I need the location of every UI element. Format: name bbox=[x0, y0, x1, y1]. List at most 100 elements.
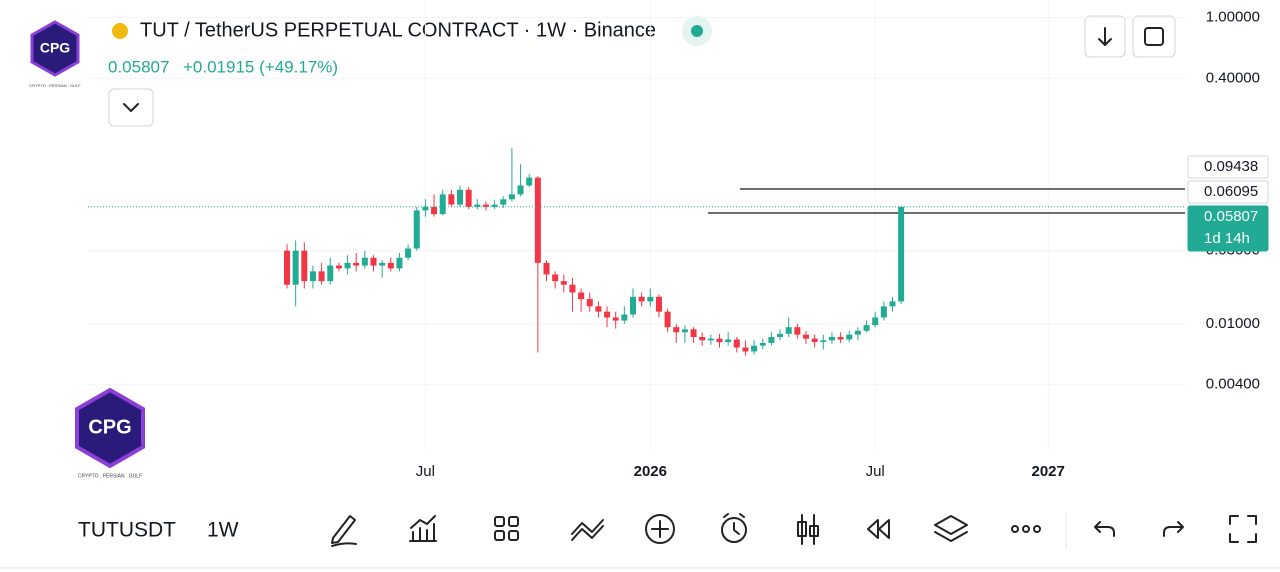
price: 0.05807 bbox=[108, 57, 169, 76]
candle-body bbox=[621, 314, 628, 321]
candle-body bbox=[448, 194, 455, 205]
price-label: 0.09438 bbox=[1204, 158, 1258, 175]
candle-body bbox=[457, 189, 463, 205]
candle-body bbox=[301, 250, 308, 282]
candle-body bbox=[413, 210, 420, 249]
logo-small: CPG CRYPTO . PERSIAN . GULF bbox=[29, 20, 81, 88]
add-tool[interactable] bbox=[645, 514, 675, 544]
candle-body bbox=[586, 299, 593, 307]
candle-body bbox=[733, 339, 740, 348]
candle-body bbox=[794, 327, 801, 335]
layers-tool[interactable] bbox=[934, 515, 968, 542]
price-label-box bbox=[1187, 205, 1269, 252]
logo-text: CPG bbox=[88, 416, 131, 438]
more-tool[interactable] bbox=[1011, 525, 1041, 533]
candle-body bbox=[482, 204, 489, 207]
price-label-box bbox=[1187, 155, 1269, 179]
candle-body bbox=[405, 248, 412, 258]
price-label-box bbox=[1187, 180, 1269, 204]
logo-subtitle: CRYPTO . PERSIAN . GULF bbox=[29, 83, 81, 88]
candle-body bbox=[889, 301, 896, 307]
logo-large: CPG CRYPTO . PERSIAN . GULF bbox=[75, 387, 145, 479]
candle-body bbox=[768, 337, 775, 343]
candle-body bbox=[872, 317, 879, 326]
candle-body bbox=[604, 311, 611, 318]
status-dot bbox=[691, 25, 703, 37]
coin-icon bbox=[112, 23, 128, 39]
replay-tool[interactable] bbox=[867, 519, 890, 539]
alert-tool[interactable] bbox=[721, 513, 747, 543]
candle-body bbox=[370, 257, 377, 266]
auto-scale-button[interactable] bbox=[1132, 15, 1176, 58]
draw-tool[interactable] bbox=[331, 515, 357, 547]
candle-body bbox=[595, 306, 602, 312]
candle-body bbox=[820, 340, 827, 343]
y-tick-label: 1.00000 bbox=[1206, 8, 1260, 25]
redo-button[interactable] bbox=[1163, 521, 1184, 537]
candle-body bbox=[811, 338, 818, 343]
candle-body bbox=[785, 327, 792, 334]
candle-body bbox=[803, 334, 809, 339]
candle-body bbox=[699, 337, 706, 341]
candle-body bbox=[552, 274, 559, 282]
x-tick-label: 2027 bbox=[1032, 463, 1065, 480]
candle-body bbox=[474, 204, 481, 207]
candle-body bbox=[335, 265, 342, 269]
candle-body bbox=[526, 177, 533, 186]
candle-body bbox=[854, 330, 861, 335]
x-tick-label: 2026 bbox=[634, 463, 667, 480]
candle-body bbox=[431, 206, 438, 215]
candle-body bbox=[690, 329, 697, 338]
price-change: +0.01915 (+49.17%) bbox=[183, 57, 338, 76]
candle-body bbox=[777, 333, 784, 338]
y-tick-label: 0.40000 bbox=[1206, 69, 1260, 86]
price-label: 0.06095 bbox=[1204, 183, 1258, 200]
candle-body bbox=[327, 265, 334, 282]
candle-body bbox=[725, 339, 732, 343]
candle-body bbox=[898, 206, 905, 302]
toolbar-interval[interactable]: 1W bbox=[207, 519, 239, 542]
chart-type-tool[interactable] bbox=[797, 514, 819, 545]
candle-body bbox=[880, 306, 887, 318]
candle-body bbox=[309, 271, 316, 282]
candle-body bbox=[655, 296, 662, 312]
x-tick-label: Jul bbox=[866, 463, 885, 480]
logo-subtitle: CRYPTO . PERSIAN . GULF bbox=[78, 473, 142, 479]
compare-tool[interactable] bbox=[571, 519, 604, 541]
price-label: 0.05807 bbox=[1204, 208, 1258, 225]
candle-body bbox=[569, 284, 576, 293]
symbol-title: TUT / TetherUS PERPETUAL CONTRACT · 1W ·… bbox=[140, 19, 656, 41]
candle-body bbox=[353, 262, 360, 266]
candle-body bbox=[500, 199, 507, 205]
undo-button[interactable] bbox=[1094, 521, 1115, 537]
collapse-button[interactable] bbox=[108, 88, 154, 127]
candle-body bbox=[379, 262, 386, 266]
candle-body bbox=[422, 206, 429, 211]
candle-body bbox=[759, 342, 766, 346]
candle-body bbox=[491, 204, 498, 207]
candle-body bbox=[465, 189, 472, 207]
indicators-tool[interactable] bbox=[409, 515, 437, 542]
candle-body bbox=[318, 271, 325, 282]
toolbar-symbol[interactable]: TUTUSDT bbox=[78, 519, 176, 542]
candle-body bbox=[439, 194, 446, 215]
candle-body bbox=[707, 338, 714, 341]
scroll-latest-button[interactable] bbox=[1084, 15, 1126, 58]
candle-body bbox=[560, 281, 567, 285]
candle-body bbox=[578, 292, 585, 300]
candle-body bbox=[284, 250, 290, 285]
candle-body bbox=[846, 334, 853, 340]
plot: 1.000000.400000.030000.010000.00400Jul20… bbox=[88, 0, 1269, 480]
candle-body bbox=[863, 325, 870, 331]
fullscreen-button[interactable] bbox=[1229, 515, 1257, 543]
countdown: 1d 14h bbox=[1204, 230, 1250, 247]
candle-body bbox=[387, 262, 394, 269]
layout-tool[interactable] bbox=[494, 516, 519, 541]
x-tick-label: Jul bbox=[416, 463, 435, 480]
candle-body bbox=[638, 296, 645, 302]
candle-body bbox=[673, 327, 680, 333]
logo-text: CPG bbox=[40, 40, 70, 56]
y-tick-label: 0.01000 bbox=[1206, 315, 1260, 332]
